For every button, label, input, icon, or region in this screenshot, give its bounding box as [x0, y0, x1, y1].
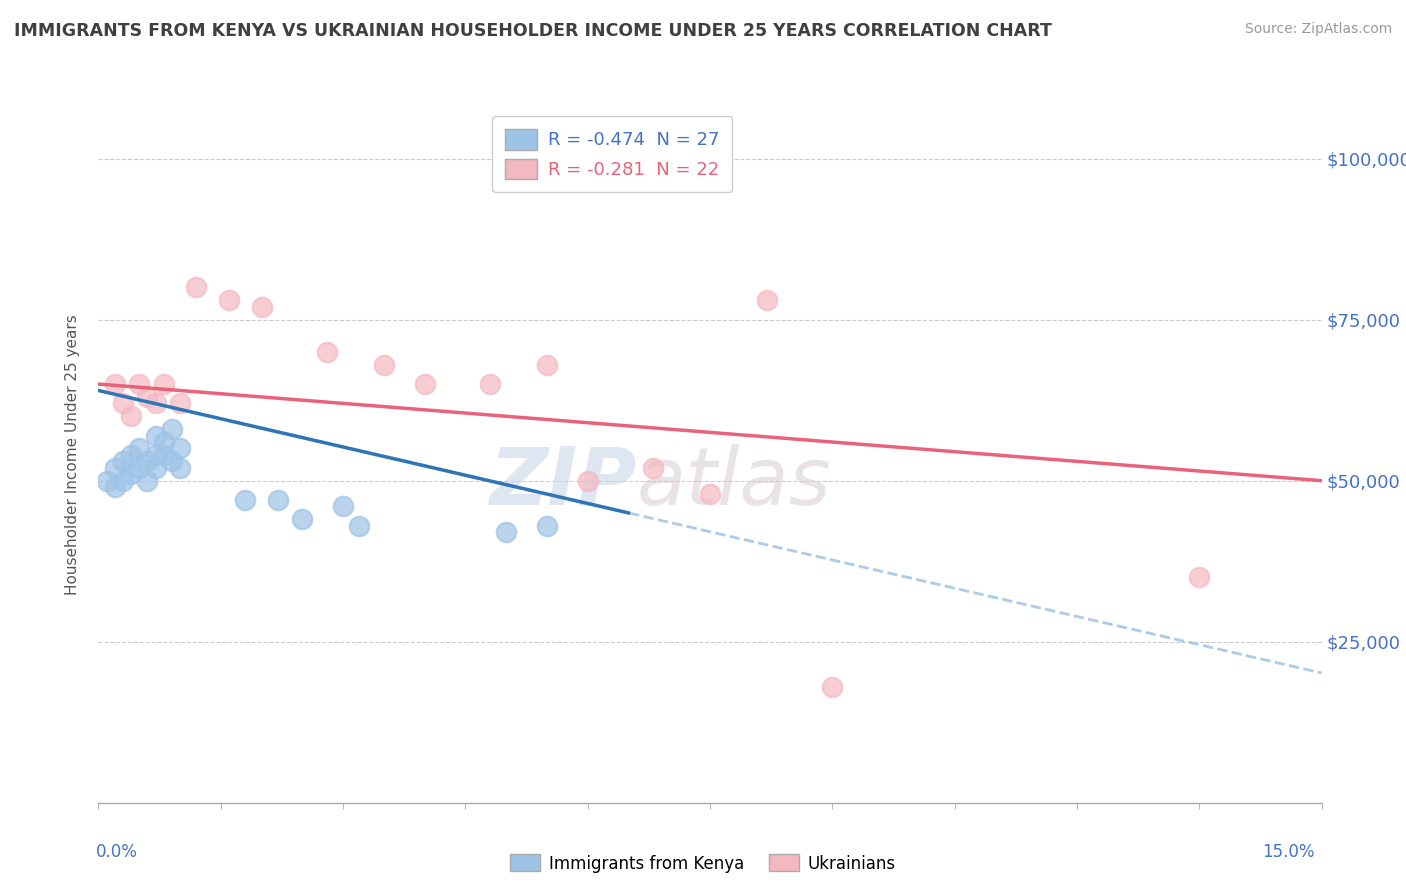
Point: [152, 377, 174, 392]
Point: [699, 486, 721, 500]
Point: [332, 500, 354, 514]
Point: [111, 474, 134, 488]
Point: [186, 280, 208, 294]
Point: [576, 474, 599, 488]
Point: [169, 460, 191, 475]
Point: [128, 460, 150, 475]
Point: [315, 344, 337, 359]
Point: [145, 396, 167, 410]
Text: 15.0%: 15.0%: [1263, 843, 1315, 861]
Y-axis label: Householder Income Under 25 years: Householder Income Under 25 years: [65, 315, 80, 595]
Point: [536, 358, 558, 372]
Point: [145, 460, 167, 475]
Point: [104, 460, 127, 475]
Text: Source: ZipAtlas.com: Source: ZipAtlas.com: [1244, 22, 1392, 37]
Point: [291, 512, 314, 526]
Point: [120, 467, 142, 482]
Text: atlas: atlas: [637, 443, 831, 522]
Point: [169, 442, 191, 456]
Point: [136, 474, 159, 488]
Point: [267, 493, 290, 508]
Point: [128, 377, 150, 392]
Point: [536, 518, 558, 533]
Point: [120, 409, 142, 424]
Point: [152, 448, 174, 462]
Point: [478, 377, 501, 392]
Point: [152, 435, 174, 450]
Point: [111, 396, 134, 410]
Text: IMMIGRANTS FROM KENYA VS UKRAINIAN HOUSEHOLDER INCOME UNDER 25 YEARS CORRELATION: IMMIGRANTS FROM KENYA VS UKRAINIAN HOUSE…: [14, 22, 1052, 40]
Point: [145, 428, 167, 442]
Point: [495, 525, 517, 540]
Point: [373, 358, 395, 372]
Point: [641, 460, 664, 475]
Legend: R = -0.474  N = 27, R = -0.281  N = 22: R = -0.474 N = 27, R = -0.281 N = 22: [492, 116, 733, 192]
Point: [218, 293, 240, 308]
Point: [413, 377, 436, 392]
Point: [349, 518, 371, 533]
Point: [104, 377, 127, 392]
Point: [1188, 570, 1211, 584]
Point: [169, 396, 191, 410]
Point: [96, 474, 118, 488]
Point: [145, 448, 167, 462]
Text: ZIP: ZIP: [489, 443, 637, 522]
Legend: Immigrants from Kenya, Ukrainians: Immigrants from Kenya, Ukrainians: [503, 847, 903, 880]
Point: [104, 480, 127, 494]
Point: [233, 493, 256, 508]
Point: [120, 448, 142, 462]
Point: [250, 300, 273, 314]
Point: [160, 422, 183, 436]
Point: [111, 454, 134, 468]
Text: 0.0%: 0.0%: [96, 843, 138, 861]
Point: [160, 454, 183, 468]
Point: [756, 293, 779, 308]
Point: [128, 442, 150, 456]
Point: [136, 454, 159, 468]
Point: [136, 390, 159, 404]
Point: [821, 680, 844, 694]
